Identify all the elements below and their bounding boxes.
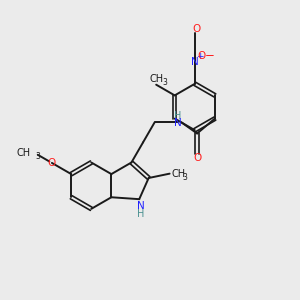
Text: O: O [193,153,201,163]
Text: H: H [174,111,182,121]
Text: CH: CH [172,169,186,178]
Text: H: H [137,209,144,219]
Text: 3: 3 [35,152,40,160]
Text: CH: CH [17,148,31,158]
Text: N: N [137,201,145,211]
Text: O: O [48,158,56,168]
Text: 3: 3 [182,173,187,182]
Text: N: N [174,118,182,128]
Text: O: O [197,51,206,61]
Text: CH: CH [149,74,163,84]
Text: +: + [196,52,204,61]
Text: O: O [192,24,200,34]
Text: −: − [205,50,214,62]
Text: 3: 3 [162,78,167,87]
Text: N: N [191,57,199,68]
